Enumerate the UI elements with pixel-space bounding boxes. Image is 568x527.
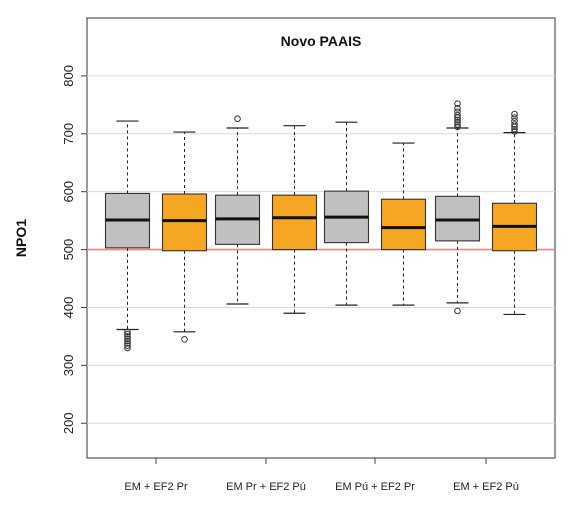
x-tick-label-1: EM Pr + EF2 Pú	[226, 481, 306, 493]
outlier-point	[124, 344, 131, 352]
chart-title: Novo PAAIS	[281, 33, 362, 49]
outlier-point	[124, 328, 131, 336]
outlier-point	[511, 114, 518, 121]
outlier-point	[454, 307, 461, 315]
y-axis-label: NPO1	[13, 219, 29, 257]
y-tick-label-200: 200	[61, 412, 76, 434]
outlier-point	[511, 110, 518, 118]
outlier-point	[454, 111, 461, 119]
outlier-point	[511, 125, 518, 133]
outlier-point	[124, 342, 131, 349]
box-0	[104, 120, 151, 352]
outlier-point	[124, 330, 131, 338]
y-tick-label-400: 400	[61, 297, 76, 319]
box-body	[271, 194, 318, 251]
box-1	[161, 131, 208, 343]
y-tick-label-700: 700	[61, 123, 76, 145]
outlier-point	[234, 115, 241, 123]
outlier-point	[454, 116, 461, 124]
outlier-point	[124, 333, 131, 340]
box-6	[434, 100, 481, 315]
outlier-point	[454, 123, 461, 131]
x-tick-label-3: EM + EF2 Pú	[453, 481, 519, 493]
axes-layer: 200 300 400 500 600 700 800 EM + EF2 Pr EM Pr + …	[61, 65, 519, 493]
y-tick-label-600: 600	[61, 181, 76, 203]
y-tick-label-800: 800	[61, 65, 76, 87]
box-3	[271, 125, 318, 314]
box-body	[380, 198, 427, 251]
outlier-point	[511, 121, 518, 128]
y-tick-label-500: 500	[61, 239, 76, 261]
x-tick-label-2: EM Pú + EF2 Pr	[335, 481, 415, 493]
outlier-point	[511, 128, 518, 135]
box-2	[214, 115, 261, 305]
box-5	[380, 142, 427, 306]
outlier-point	[454, 121, 461, 128]
outlier-point	[454, 100, 461, 107]
outlier-point	[454, 105, 461, 112]
outlier-point	[454, 108, 461, 116]
outlier-point	[124, 337, 131, 345]
x-tick-label-0: EM + EF2 Pr	[124, 481, 188, 493]
box-7	[491, 110, 538, 316]
boxes-layer	[104, 100, 538, 352]
y-tick-label-300: 300	[61, 355, 76, 377]
box-body	[161, 193, 208, 252]
plot-frame	[86, 17, 556, 459]
box-4	[323, 121, 370, 306]
outlier-point	[124, 340, 131, 347]
outlier-point	[124, 335, 131, 343]
outlier-point	[511, 117, 518, 125]
outlier-point	[181, 336, 188, 343]
outlier-point	[454, 118, 461, 126]
